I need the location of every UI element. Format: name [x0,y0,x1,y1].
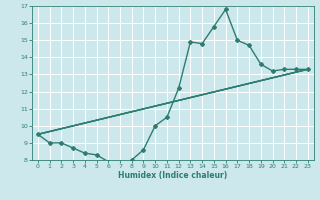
X-axis label: Humidex (Indice chaleur): Humidex (Indice chaleur) [118,171,228,180]
